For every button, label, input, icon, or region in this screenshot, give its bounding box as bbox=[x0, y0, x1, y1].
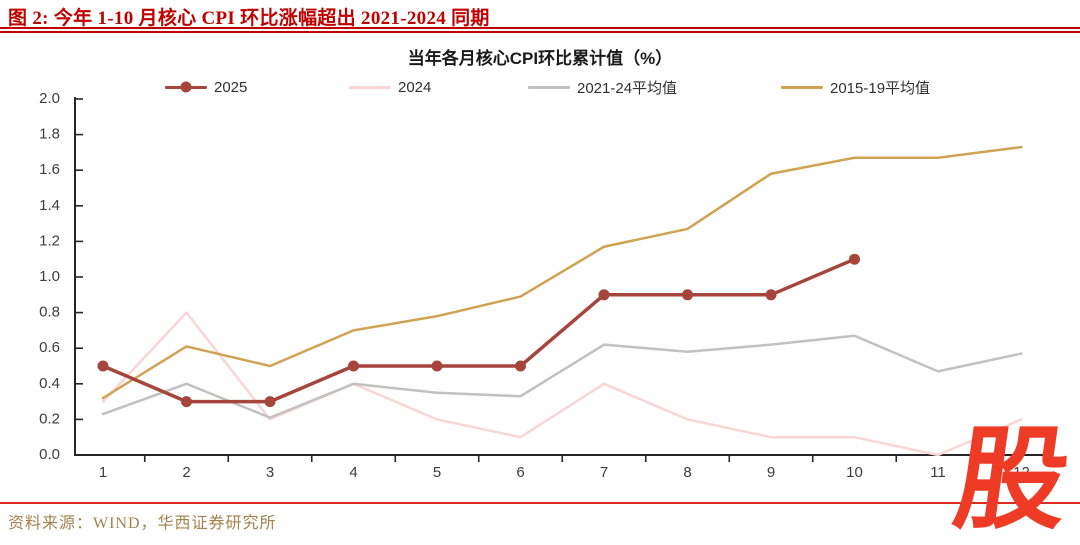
legend-swatch-2025-line bbox=[165, 81, 207, 93]
watermark-logo: 股 bbox=[946, 415, 1078, 545]
report-figure-page: { "header": { "title": "图 2: 今年 1-10 月核心… bbox=[0, 8, 1080, 545]
svg-text:10: 10 bbox=[846, 464, 863, 481]
svg-text:0.0: 0.0 bbox=[39, 446, 60, 463]
svg-text:11: 11 bbox=[930, 464, 946, 481]
legend-swatch-2024-line bbox=[349, 85, 391, 89]
legend-label: 2025 bbox=[214, 78, 248, 96]
legend-label: 2015-19平均值 bbox=[830, 79, 931, 97]
legend-label: 2021-24平均值 bbox=[577, 79, 678, 97]
svg-text:8: 8 bbox=[683, 464, 691, 481]
svg-text:7: 7 bbox=[600, 464, 608, 481]
legend-swatch-2015-19-line bbox=[781, 85, 823, 89]
svg-text:4: 4 bbox=[349, 464, 357, 481]
svg-text:0.2: 0.2 bbox=[39, 410, 60, 427]
legend-item-2021-24-avg: 2021-24平均值 bbox=[528, 76, 677, 98]
svg-text:12: 12 bbox=[1013, 464, 1030, 481]
svg-text:6: 6 bbox=[516, 464, 524, 481]
chart-legend: 2025 2024 2021-24平均值 2015-19平均值 bbox=[0, 76, 1080, 98]
header-rule-top bbox=[0, 27, 1080, 29]
source-note: 资料来源：WIND，华西证券研究所 bbox=[8, 515, 277, 532]
svg-text:3: 3 bbox=[266, 464, 274, 481]
svg-text:0.4: 0.4 bbox=[39, 375, 60, 392]
header-rule-bottom bbox=[0, 31, 1080, 33]
svg-text:0.6: 0.6 bbox=[39, 339, 60, 356]
svg-text:9: 9 bbox=[767, 464, 775, 481]
svg-text:0.8: 0.8 bbox=[39, 304, 60, 321]
cpi-line-chart: 0.00.20.40.60.81.01.21.41.61.82.01 2 3 4 5 6 7… bbox=[39, 90, 1049, 481]
legend-label: 2024 bbox=[398, 78, 432, 96]
svg-text:2.0: 2.0 bbox=[39, 90, 60, 107]
legend-marker-circle bbox=[180, 81, 192, 93]
figure-title: 图 2: 今年 1-10 月核心 CPI 环比涨幅超出 2021-2024 同期 bbox=[8, 8, 490, 29]
svg-text:1.8: 1.8 bbox=[39, 126, 60, 143]
svg-text:1.2: 1.2 bbox=[39, 232, 60, 249]
footer-rule bbox=[0, 502, 1080, 504]
svg-text:1: 1 bbox=[99, 464, 107, 481]
svg-text:1.6: 1.6 bbox=[39, 161, 60, 178]
svg-text:1.0: 1.0 bbox=[39, 268, 60, 285]
svg-text:2: 2 bbox=[182, 464, 190, 481]
legend-item-2025: 2025 bbox=[165, 76, 247, 98]
svg-text:1.4: 1.4 bbox=[39, 197, 60, 214]
legend-swatch-2021-24-line bbox=[528, 85, 570, 89]
svg-text:5: 5 bbox=[433, 464, 441, 481]
legend-item-2015-19-avg: 2015-19平均值 bbox=[781, 76, 930, 98]
chart-title: 当年各月核心CPI环比累计值（%） bbox=[407, 49, 673, 68]
legend-item-2024: 2024 bbox=[349, 76, 431, 98]
